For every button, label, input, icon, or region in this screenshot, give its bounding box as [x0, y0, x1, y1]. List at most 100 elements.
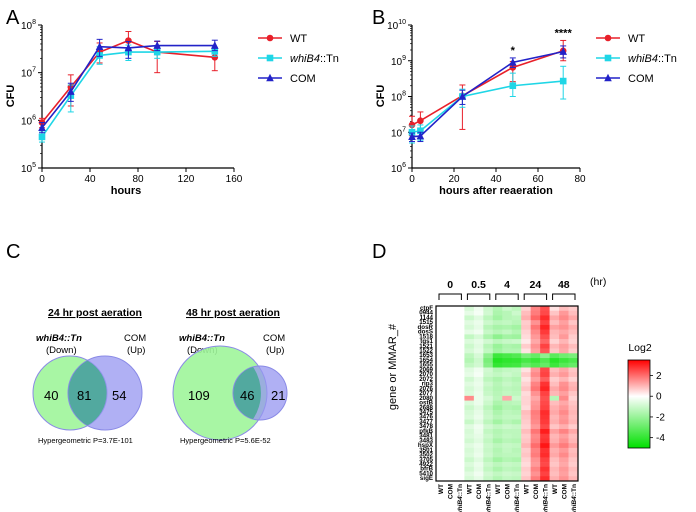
heatmap-cell	[568, 358, 579, 364]
chart-a-series-whib4-tn-line	[41, 50, 215, 138]
heatmap-cell	[464, 476, 475, 482]
heatmap-cell	[568, 362, 579, 368]
heatmap-cell	[492, 329, 503, 335]
heatmap-cell	[549, 433, 560, 439]
heatmap-cell	[436, 405, 446, 411]
heatmap-cell	[492, 443, 503, 449]
heatmap-cell	[436, 471, 446, 477]
venn-24hr-overlap	[68, 360, 107, 426]
heatmap-cell	[549, 329, 560, 335]
heatmap-cell	[454, 405, 465, 411]
heatmap-cell	[473, 310, 484, 316]
chart-b-series-whib4-tn-point	[408, 128, 416, 136]
heatmap-cell	[445, 443, 456, 449]
heatmap-cell	[549, 438, 560, 444]
heatmap-cell	[445, 358, 456, 364]
heatmap-cell	[549, 419, 560, 425]
heatmap-cell	[464, 324, 475, 330]
heatmap-cell	[483, 348, 494, 354]
heatmap-cell	[436, 457, 446, 463]
chart-b-significance-label: ****	[555, 27, 573, 39]
heatmap-cell	[473, 419, 484, 425]
heatmap-cell	[502, 372, 513, 378]
heatmap-cell	[454, 428, 465, 435]
heatmap-cell	[492, 424, 503, 430]
chart-b-x-tick-label: 60	[532, 174, 544, 185]
heatmap-row-label: 1522	[419, 347, 433, 354]
heatmap-cell	[568, 424, 579, 430]
chart-a-legend-whib4-tn-label: whiB4::Tn	[290, 53, 339, 65]
heatmap-cell	[483, 329, 494, 335]
heatmap-cell	[473, 376, 484, 382]
chart-a-y-tick-label: 105	[21, 162, 36, 175]
chart-b-y-tick-label: 106	[391, 162, 406, 175]
heatmap-cell	[464, 447, 475, 453]
chart-b-legend-com-label: COM	[628, 73, 654, 85]
chart-b-legend-whib4-tn-label: whiB4::Tn	[628, 53, 677, 65]
heatmap-cell	[521, 324, 531, 330]
heatmap-cell	[568, 452, 579, 458]
heatmap-cell	[521, 339, 531, 345]
heatmap-row-label: 3501	[419, 447, 433, 454]
heatmap-cell	[511, 339, 522, 345]
heatmap-cell	[559, 438, 569, 444]
heatmap-cell	[549, 466, 560, 472]
heatmap-cell	[502, 452, 513, 458]
chart-b-legend-wt-label: WT	[628, 33, 645, 45]
heatmap-cell	[511, 395, 522, 401]
chart-b-x-tick-label: 40	[490, 174, 502, 185]
heatmap-cell	[436, 443, 446, 449]
chart-a-series-com-point	[153, 41, 161, 49]
heatmap-cell	[473, 447, 484, 453]
heatmap-cell	[559, 386, 569, 392]
heatmap-row-label: 3502	[419, 452, 433, 459]
heatmap-cell	[521, 462, 531, 468]
heatmap-column-label: whiB4::Tn	[457, 484, 464, 512]
heatmap-cell	[483, 372, 494, 378]
heatmap-cell	[464, 353, 475, 359]
heatmap-cell	[530, 306, 541, 312]
heatmap-cell	[464, 343, 475, 349]
heatmap-cell	[521, 348, 531, 354]
heatmap-cell	[511, 410, 522, 416]
heatmap-column-label: WT	[552, 484, 559, 494]
venn-24hr-title: 24 hr post aeration	[48, 307, 142, 319]
heatmap-cell	[473, 348, 484, 354]
heatmap-cell	[483, 381, 494, 387]
heatmap-cell	[530, 348, 541, 354]
heatmap-cell	[568, 443, 579, 449]
heatmap-cell	[464, 334, 475, 340]
heatmap-cell	[445, 476, 456, 482]
heatmap-cell	[540, 443, 550, 449]
heatmap-cell	[568, 391, 579, 397]
chart-a: CFU hours 0 40 80 120 160 105 106 107 108 WT whiB4…	[5, 19, 339, 197]
heatmap-cell	[530, 443, 541, 449]
heatmap-cell	[511, 376, 522, 382]
heatmap-cell	[483, 452, 494, 458]
heatmap-cell	[502, 329, 513, 335]
heatmap-cell	[445, 339, 456, 345]
heatmap-cell	[530, 410, 541, 416]
heatmap-cell	[540, 428, 550, 435]
heatmap-cell	[445, 400, 456, 406]
heatmap-cell	[473, 438, 484, 444]
heatmap-cell	[568, 353, 579, 359]
chart-b-y-tick-label: 109	[391, 55, 406, 68]
heatmap-cell	[464, 372, 475, 378]
heatmap-cell	[568, 386, 579, 392]
heatmap-cell	[436, 339, 446, 345]
chart-b: CFU hours after reaeration 0 20 40 60 80 106 1…	[375, 19, 677, 197]
heatmap-cell	[568, 320, 579, 326]
heatmap-cell	[559, 395, 569, 401]
chart-b-legend-com-marker	[604, 73, 612, 82]
heatmap-cell	[502, 324, 513, 330]
venn-48hr-right-label-2: (Up)	[266, 345, 284, 356]
heatmap-cell	[511, 419, 522, 425]
heatmap-cell	[549, 339, 560, 345]
heatmap-cell	[530, 395, 541, 401]
heatmap-cell	[521, 428, 531, 435]
heatmap-cell	[436, 310, 446, 316]
heatmap-cell	[464, 362, 475, 368]
heatmap-cell	[464, 438, 475, 444]
heatmap-cell	[559, 410, 569, 416]
